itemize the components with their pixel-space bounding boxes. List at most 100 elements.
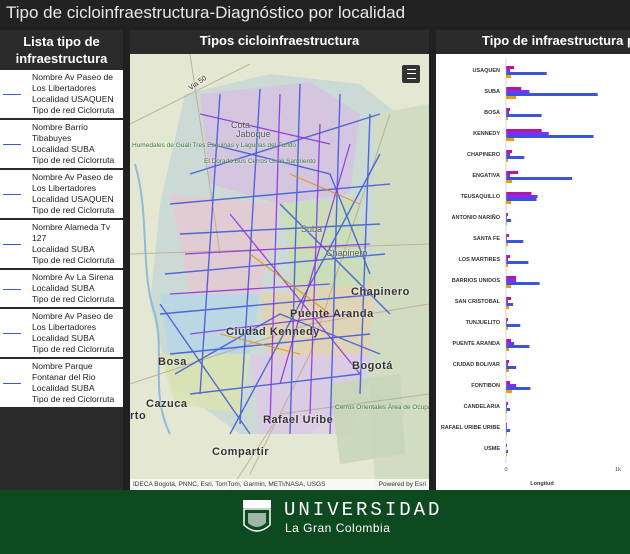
bar[interactable] bbox=[506, 177, 573, 180]
feature-list[interactable]: Nombre Av Paseo de Los Libertadores Local… bbox=[0, 70, 123, 490]
bar[interactable] bbox=[506, 108, 511, 111]
bar[interactable] bbox=[506, 69, 511, 72]
bar[interactable] bbox=[506, 423, 508, 426]
bar[interactable] bbox=[506, 219, 512, 222]
bar[interactable] bbox=[506, 381, 511, 384]
bar[interactable] bbox=[506, 276, 517, 279]
bar[interactable] bbox=[506, 408, 511, 411]
list-item[interactable]: Nombre Av La Sirena Localidad SUBA Tipo de… bbox=[0, 270, 123, 307]
bar[interactable] bbox=[506, 363, 509, 366]
list-item[interactable]: Nombre Av Paseo de Los Libertadores Local… bbox=[0, 309, 123, 357]
bar[interactable] bbox=[506, 153, 511, 156]
category-label: ENGATIVA bbox=[472, 173, 500, 179]
bar[interactable] bbox=[506, 432, 508, 435]
bar[interactable] bbox=[506, 405, 508, 408]
bar[interactable] bbox=[506, 264, 509, 267]
bar[interactable] bbox=[506, 306, 510, 309]
list-panel: Lista tipo de infraestructura Nombre Av … bbox=[0, 30, 123, 490]
bar[interactable] bbox=[506, 450, 509, 453]
bar[interactable] bbox=[506, 87, 522, 90]
bar[interactable] bbox=[506, 213, 509, 216]
bar[interactable] bbox=[506, 201, 512, 204]
bar[interactable] bbox=[506, 174, 511, 177]
list-item-line: Localidad USAQUEN bbox=[32, 194, 114, 204]
bar[interactable] bbox=[506, 282, 540, 285]
bar[interactable] bbox=[506, 72, 547, 75]
list-item-line: Nombre Av Paseo de Los Libertadores bbox=[32, 172, 114, 193]
bar[interactable] bbox=[506, 390, 513, 393]
list-item[interactable]: Nombre Parque Fontanar del Rio Localidad … bbox=[0, 359, 123, 407]
place-label-chapinero-big: Chapinero bbox=[351, 286, 410, 298]
bar[interactable] bbox=[506, 135, 594, 138]
bar[interactable] bbox=[506, 255, 511, 258]
bar[interactable] bbox=[506, 114, 542, 117]
bar[interactable] bbox=[506, 198, 537, 201]
bar[interactable] bbox=[506, 150, 513, 153]
bar-chart-canvas[interactable]: USAQUEN SUBA BOSA KENNEDY CHAPINERO ENGATIVA T… bbox=[436, 54, 630, 490]
bar[interactable] bbox=[506, 234, 510, 237]
bar[interactable] bbox=[506, 444, 508, 447]
district-center bbox=[260, 284, 375, 364]
bar[interactable] bbox=[506, 159, 509, 162]
bar[interactable] bbox=[506, 243, 509, 246]
place-label-jaboque: Jaboque bbox=[236, 129, 271, 139]
layer-list-button[interactable] bbox=[402, 65, 420, 83]
bar[interactable] bbox=[506, 429, 511, 432]
bar[interactable] bbox=[506, 426, 508, 429]
map-view[interactable]: Via 50 Cota Jaboque Humedales de Guali T… bbox=[130, 54, 429, 490]
category-label: FONTIBON bbox=[471, 383, 500, 389]
bar[interactable] bbox=[506, 321, 508, 324]
bar[interactable] bbox=[506, 66, 515, 69]
bar[interactable] bbox=[506, 156, 525, 159]
bar[interactable] bbox=[506, 324, 521, 327]
map-canvas[interactable] bbox=[130, 54, 429, 490]
bar[interactable] bbox=[506, 297, 512, 300]
bar[interactable] bbox=[506, 360, 510, 363]
bar[interactable] bbox=[506, 369, 510, 372]
list-item[interactable]: Nombre Av Paseo de Los Libertadores Local… bbox=[0, 170, 123, 218]
bar[interactable] bbox=[506, 180, 513, 183]
bar[interactable] bbox=[506, 138, 515, 141]
bar[interactable] bbox=[506, 117, 509, 120]
list-item[interactable]: Nombre Av Paseo de Los Libertadores Local… bbox=[0, 70, 123, 118]
bar[interactable] bbox=[506, 342, 515, 345]
bar[interactable] bbox=[506, 366, 517, 369]
bar[interactable] bbox=[506, 132, 549, 135]
bar[interactable] bbox=[506, 111, 510, 114]
bar[interactable] bbox=[506, 216, 508, 219]
bar[interactable] bbox=[506, 279, 517, 282]
bar[interactable] bbox=[506, 453, 508, 456]
bar[interactable] bbox=[506, 171, 519, 174]
bar[interactable] bbox=[506, 222, 508, 225]
bar[interactable] bbox=[506, 90, 530, 93]
list-item[interactable]: Nombre Barrio Tibabuyes Localidad SUBA Tip… bbox=[0, 120, 123, 168]
bar[interactable] bbox=[506, 192, 532, 195]
bar[interactable] bbox=[506, 285, 512, 288]
place-label-cazuca: Cazuca bbox=[146, 398, 188, 410]
powered-by-esri-link[interactable]: Powered by Esri bbox=[378, 481, 426, 488]
bar[interactable] bbox=[506, 402, 509, 405]
list-item[interactable]: Nombre Alameda Tv 127 Localidad SUBA Tipo … bbox=[0, 220, 123, 268]
bar[interactable] bbox=[506, 75, 512, 78]
bar[interactable] bbox=[506, 261, 529, 264]
bar[interactable] bbox=[506, 195, 538, 198]
bar[interactable] bbox=[506, 237, 508, 240]
bar[interactable] bbox=[506, 411, 508, 414]
bar[interactable] bbox=[506, 348, 510, 351]
bar[interactable] bbox=[506, 240, 524, 243]
bar[interactable] bbox=[506, 93, 598, 96]
bar[interactable] bbox=[506, 339, 512, 342]
bar[interactable] bbox=[506, 300, 509, 303]
bar[interactable] bbox=[506, 384, 517, 387]
place-label-ciudad-kennedy: Ciudad Kennedy bbox=[226, 326, 320, 338]
bar[interactable] bbox=[506, 387, 531, 390]
bar[interactable] bbox=[506, 129, 542, 132]
bar[interactable] bbox=[506, 96, 517, 99]
bar[interactable] bbox=[506, 303, 514, 306]
park-label-cerros: Cerros Orientales Área de Ocupación Públ… bbox=[335, 404, 429, 411]
bar[interactable] bbox=[506, 327, 509, 330]
bar[interactable] bbox=[506, 258, 509, 261]
bar-chart[interactable]: USAQUEN SUBA BOSA KENNEDY CHAPINERO ENGATIVA T… bbox=[436, 54, 630, 490]
bar[interactable] bbox=[506, 345, 530, 348]
bar[interactable] bbox=[506, 318, 509, 321]
